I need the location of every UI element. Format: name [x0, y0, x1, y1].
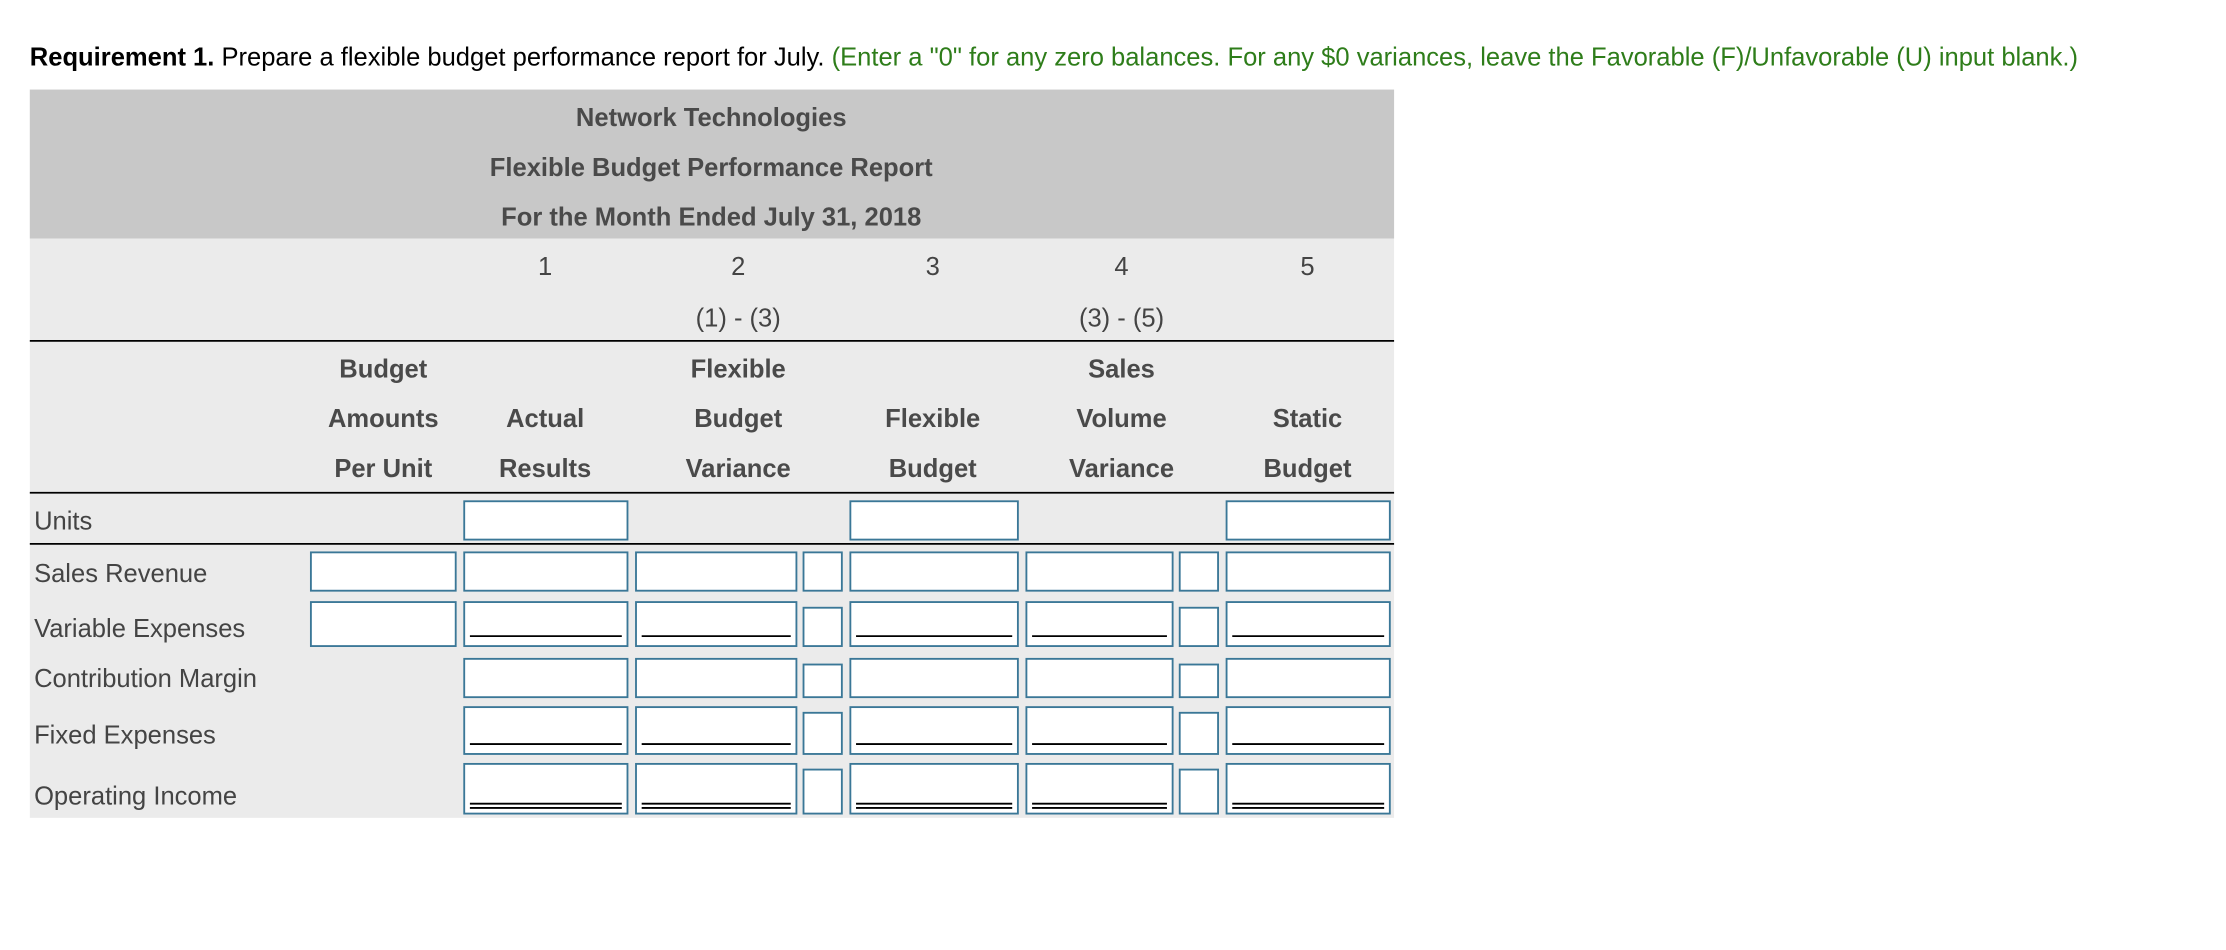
fu-input[interactable] [802, 768, 843, 815]
amount-input[interactable] [849, 762, 1019, 815]
column-header: Budget [339, 355, 427, 383]
amount-input[interactable] [635, 657, 798, 699]
amount-input[interactable] [1025, 762, 1174, 815]
column-header: Variance [686, 455, 791, 483]
column-header: Per Unit [334, 455, 432, 483]
amount-input[interactable] [849, 500, 1019, 541]
amount-input[interactable] [1225, 762, 1391, 815]
amount-input[interactable] [309, 601, 457, 647]
amount-input[interactable] [1225, 706, 1391, 755]
column-number: 3 [926, 253, 940, 281]
fu-input[interactable] [802, 551, 843, 592]
column-number: 1 [538, 253, 552, 281]
column-header: Sales [1088, 355, 1155, 383]
column-header: Budget [694, 405, 782, 433]
fu-input[interactable] [1178, 768, 1219, 815]
column-number: 4 [1114, 253, 1128, 281]
column-header: Flexible [885, 405, 980, 433]
row-label: Operating Income [34, 783, 237, 811]
company: Network Technologies [576, 104, 847, 132]
amount-input[interactable] [635, 601, 798, 647]
amount-input[interactable] [1225, 657, 1391, 699]
amount-input[interactable] [309, 551, 457, 592]
row-label: Variable Expenses [34, 615, 245, 643]
amount-input[interactable] [463, 706, 629, 755]
amount-input[interactable] [1225, 601, 1391, 647]
amount-input[interactable] [463, 657, 629, 699]
column-formula: (1) - (3) [696, 304, 781, 332]
amount-input[interactable] [1025, 601, 1174, 647]
amount-input[interactable] [849, 706, 1019, 755]
column-header: Results [499, 455, 591, 483]
column-header: Budget [889, 455, 977, 483]
amount-input[interactable] [1025, 706, 1174, 755]
column-header: Actual [506, 405, 584, 433]
column-header: Amounts [328, 405, 439, 433]
amount-input[interactable] [849, 601, 1019, 647]
row-label: Sales Revenue [34, 560, 207, 588]
fu-input[interactable] [1178, 663, 1219, 699]
column-number: 2 [731, 253, 745, 281]
amount-input[interactable] [463, 551, 629, 592]
column-header: Variance [1069, 455, 1174, 483]
amount-input[interactable] [463, 601, 629, 647]
fu-input[interactable] [802, 606, 843, 647]
amount-input[interactable] [849, 657, 1019, 699]
fu-input[interactable] [1178, 711, 1219, 755]
amount-input[interactable] [1225, 551, 1391, 592]
fu-input[interactable] [802, 663, 843, 699]
column-number: 5 [1300, 253, 1314, 281]
row-label: Units [34, 507, 92, 535]
fu-input[interactable] [1178, 606, 1219, 647]
column-formula: (3) - (5) [1079, 304, 1164, 332]
row-label: Fixed Expenses [34, 722, 216, 750]
fu-input[interactable] [802, 711, 843, 755]
amount-input[interactable] [635, 706, 798, 755]
amount-input[interactable] [635, 762, 798, 815]
report-title: Flexible Budget Performance Report [490, 154, 933, 182]
period: For the Month Ended July 31, 2018 [501, 204, 921, 232]
header-band [29, 89, 1395, 239]
amount-input[interactable] [463, 500, 629, 541]
column-header: Volume [1076, 405, 1166, 433]
amount-input[interactable] [1025, 657, 1174, 699]
amount-input[interactable] [463, 762, 629, 815]
column-header: Flexible [691, 355, 786, 383]
fu-input[interactable] [1178, 551, 1219, 592]
amount-input[interactable] [1025, 551, 1174, 592]
instruction: Requirement 1. Prepare a flexible budget… [30, 43, 2078, 71]
column-header: Static [1273, 405, 1343, 433]
amount-input[interactable] [849, 551, 1019, 592]
amount-input[interactable] [635, 551, 798, 592]
column-header: Budget [1263, 455, 1351, 483]
amount-input[interactable] [1225, 500, 1391, 541]
row-label: Contribution Margin [34, 665, 257, 693]
